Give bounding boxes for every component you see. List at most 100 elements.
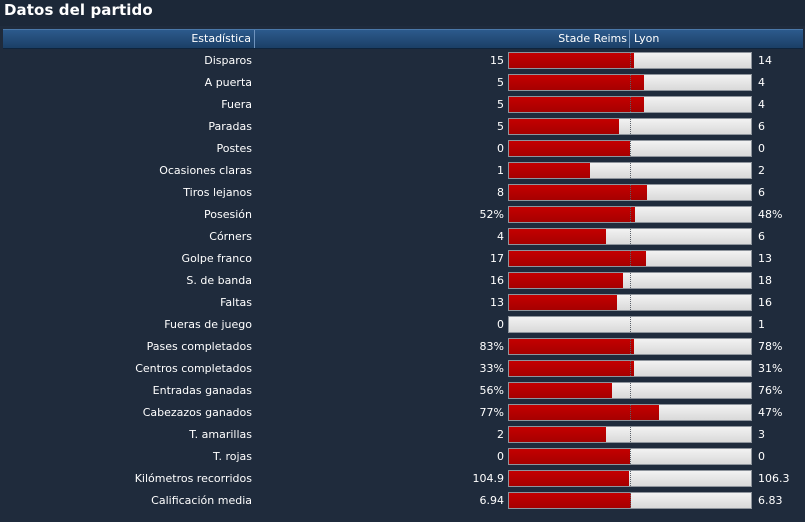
comparison-bar — [508, 272, 752, 289]
stat-row: Entradas ganadas 56% 76% — [0, 380, 805, 402]
home-value: 15 — [490, 54, 504, 67]
home-share-fill — [509, 75, 644, 90]
bar-midline — [630, 53, 631, 68]
stat-name: Ocasiones claras — [159, 164, 252, 177]
bar-midline — [630, 405, 631, 420]
stat-name: T. rojas — [213, 450, 252, 463]
comparison-bar — [508, 382, 752, 399]
home-value: 16 — [490, 274, 504, 287]
comparison-bar — [508, 206, 752, 223]
away-value: 6.83 — [758, 494, 783, 507]
comparison-bar — [508, 492, 752, 509]
stat-row: Kilómetros recorridos 104.9 106.3 — [0, 468, 805, 490]
stat-row: A puerta 5 4 — [0, 72, 805, 94]
comparison-bar — [508, 426, 752, 443]
away-value: 76% — [758, 384, 783, 397]
stat-row: Postes 0 0 — [0, 138, 805, 160]
home-share-fill — [509, 207, 635, 222]
bar-midline — [630, 273, 631, 288]
bar-midline — [630, 383, 631, 398]
bar-midline — [630, 141, 631, 156]
away-value: 13 — [758, 252, 772, 265]
home-value: 52% — [479, 208, 504, 221]
comparison-bar — [508, 118, 752, 135]
home-value: 56% — [479, 384, 504, 397]
comparison-bar — [508, 140, 752, 157]
comparison-bar — [508, 470, 752, 487]
stat-name: Disparos — [204, 54, 252, 67]
home-share-fill — [509, 229, 606, 244]
bar-midline — [630, 119, 631, 134]
bar-midline — [630, 317, 631, 332]
bar-midline — [630, 339, 631, 354]
home-share-fill — [509, 251, 647, 266]
away-value: 0 — [758, 450, 765, 463]
away-value: 1 — [758, 318, 765, 331]
bar-midline — [630, 229, 631, 244]
stat-name: Paradas — [208, 120, 252, 133]
home-value: 83% — [479, 340, 504, 353]
home-value: 0 — [497, 450, 504, 463]
column-header-away-team[interactable]: Lyon — [634, 32, 660, 45]
home-value: 13 — [490, 296, 504, 309]
stat-name: Fuera — [221, 98, 252, 111]
home-value: 1 — [497, 164, 504, 177]
bar-midline — [630, 449, 631, 464]
bar-midline — [630, 295, 631, 310]
away-value: 6 — [758, 230, 765, 243]
comparison-bar — [508, 184, 752, 201]
comparison-bar — [508, 448, 752, 465]
home-value: 5 — [497, 76, 504, 89]
home-value: 5 — [497, 98, 504, 111]
column-header-home-team[interactable]: Stade Reims — [256, 30, 630, 48]
stat-row: S. de banda 16 18 — [0, 270, 805, 292]
stats-header-row: Estadística Stade Reims Lyon — [3, 29, 803, 49]
away-value: 0 — [758, 142, 765, 155]
home-value: 2 — [497, 428, 504, 441]
stat-row: Ocasiones claras 1 2 — [0, 160, 805, 182]
column-header-statistic[interactable]: Estadística — [3, 30, 255, 48]
home-value: 77% — [479, 406, 504, 419]
stat-row: T. rojas 0 0 — [0, 446, 805, 468]
stat-row: Fueras de juego 0 1 — [0, 314, 805, 336]
stat-row: Cabezazos ganados 77% 47% — [0, 402, 805, 424]
stat-name: Córners — [209, 230, 252, 243]
home-share-fill — [509, 273, 623, 288]
stat-name: Golpe franco — [181, 252, 252, 265]
home-share-fill — [509, 383, 612, 398]
away-value: 4 — [758, 76, 765, 89]
away-value: 3 — [758, 428, 765, 441]
away-value: 16 — [758, 296, 772, 309]
bar-midline — [630, 471, 631, 486]
home-value: 6.94 — [479, 494, 505, 507]
home-value: 8 — [497, 186, 504, 199]
stat-row: Golpe franco 17 13 — [0, 248, 805, 270]
stat-row: Posesión 52% 48% — [0, 204, 805, 226]
home-share-fill — [509, 449, 630, 464]
bar-midline — [630, 493, 631, 508]
home-share-fill — [509, 361, 634, 376]
comparison-bar — [508, 74, 752, 91]
stat-row: Pases completados 83% 78% — [0, 336, 805, 358]
stat-name: Cabezazos ganados — [142, 406, 252, 419]
stat-name: Tiros lejanos — [183, 186, 252, 199]
comparison-bar — [508, 228, 752, 245]
away-value: 78% — [758, 340, 783, 353]
home-share-fill — [509, 471, 630, 486]
stat-name: Entradas ganadas — [152, 384, 252, 397]
home-value: 104.9 — [472, 472, 505, 485]
away-value: 31% — [758, 362, 783, 375]
stat-name: Postes — [216, 142, 252, 155]
away-value: 106.3 — [758, 472, 790, 485]
comparison-bar — [508, 294, 752, 311]
stat-name: T. amarillas — [189, 428, 252, 441]
home-share-fill — [509, 141, 630, 156]
away-value: 6 — [758, 120, 765, 133]
home-value: 5 — [497, 120, 504, 133]
stat-row: Paradas 5 6 — [0, 116, 805, 138]
stat-name: Faltas — [220, 296, 252, 309]
home-share-fill — [509, 295, 618, 310]
stat-row: Fuera 5 4 — [0, 94, 805, 116]
home-share-fill — [509, 405, 660, 420]
home-share-fill — [509, 339, 634, 354]
